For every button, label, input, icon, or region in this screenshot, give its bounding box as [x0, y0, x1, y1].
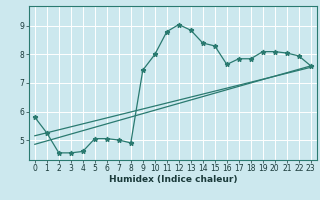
X-axis label: Humidex (Indice chaleur): Humidex (Indice chaleur) [108, 175, 237, 184]
